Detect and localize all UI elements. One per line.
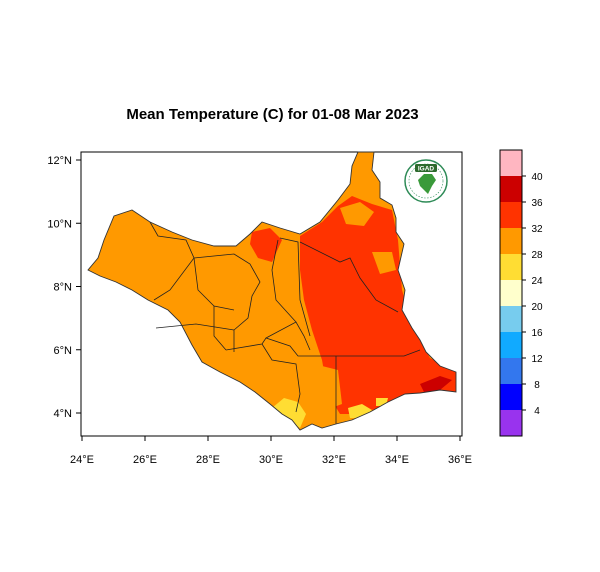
colorbar-label: 28 <box>531 250 543 261</box>
map-title: Mean Temperature (C) for 01-08 Mar 2023 <box>126 106 419 123</box>
colorbar-label: 16 <box>531 328 543 339</box>
colorbar: 40 36 32 28 24 20 16 12 8 4 <box>499 149 543 437</box>
logo-map-icon <box>418 174 436 194</box>
warm-pocket-east <box>372 252 396 274</box>
warm-pocket-south <box>322 366 342 410</box>
state-boundaries <box>149 221 421 424</box>
colorbar-segment <box>500 358 522 384</box>
x-axis: 24°E 26°E 28°E 30°E 32°E 34°E 36°E <box>70 436 472 466</box>
x-tick-label: 30°E <box>259 454 283 466</box>
warm-pocket-north <box>340 202 374 226</box>
x-tick-label: 24°E <box>70 454 94 466</box>
colorbar-label: 4 <box>534 406 540 417</box>
colorbar-label: 40 <box>531 172 543 183</box>
colorbar-border <box>499 149 523 437</box>
colorbar-segment <box>500 332 522 358</box>
hot-region-northwest <box>250 228 282 262</box>
y-tick-label: 8°N <box>54 282 73 294</box>
y-tick-label: 12°N <box>47 155 72 167</box>
cool-patch-southeast <box>376 398 388 406</box>
country-outline <box>87 151 457 431</box>
igad-logo: IGAD <box>404 159 448 203</box>
y-tick-label: 4°N <box>54 408 73 420</box>
y-axis: 4°N 6°N 8°N 10°N 12°N <box>47 155 81 420</box>
very-hot-patch <box>420 376 452 392</box>
colorbar-label: 24 <box>531 276 543 287</box>
colorbar-label: 20 <box>531 302 543 313</box>
colorbar-segment <box>500 384 522 410</box>
y-tick-label: 10°N <box>47 218 72 230</box>
x-tick-label: 26°E <box>133 454 157 466</box>
logo-badge <box>415 164 437 172</box>
x-tick-label: 28°E <box>196 454 220 466</box>
colorbar-segment <box>500 280 522 306</box>
colorbar-segment <box>500 410 522 436</box>
x-tick-label: 36°E <box>448 454 472 466</box>
colorbar-segment <box>500 176 522 202</box>
colorbar-label: 8 <box>534 380 540 391</box>
colorbar-segment <box>500 306 522 332</box>
colorbar-segment <box>500 202 522 228</box>
colorbar-label: 32 <box>531 224 543 235</box>
y-tick-label: 6°N <box>54 345 73 357</box>
colorbar-label: 12 <box>531 354 543 365</box>
colorbar-label: 36 <box>531 198 543 209</box>
colorbar-segment <box>500 150 522 176</box>
x-tick-label: 32°E <box>322 454 346 466</box>
logo-text: IGAD <box>418 166 435 173</box>
colorbar-segment <box>500 254 522 280</box>
logo-laurel <box>408 163 444 199</box>
hot-region <box>300 196 456 414</box>
colorbar-segment <box>500 228 522 254</box>
x-tick-label: 34°E <box>385 454 409 466</box>
